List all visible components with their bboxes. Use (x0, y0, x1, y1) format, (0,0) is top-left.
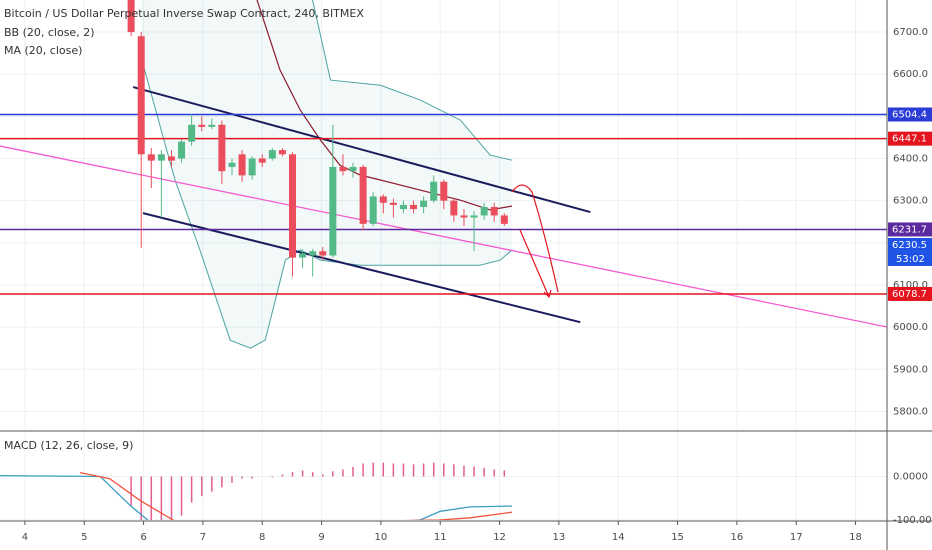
trend-line (142, 212, 581, 324)
price-tag-label: 6230.5 (892, 240, 927, 251)
x-tick-label: 12 (493, 532, 506, 543)
macd-title: MACD (12, 26, close, 9) (4, 439, 133, 452)
price-tag-label: 6504.4 (892, 109, 927, 120)
y-tick-label: 6100.0 (893, 280, 928, 291)
price-tag-label: 6231.7 (892, 224, 927, 235)
candle-body (399, 204, 407, 210)
candle-body (178, 141, 186, 159)
candle-body (228, 162, 236, 167)
candle-body (198, 124, 206, 127)
y-tick-label: 6700.0 (893, 27, 928, 38)
x-tick-label: 17 (790, 532, 803, 543)
candle-body (157, 154, 165, 161)
x-tick-label: 6 (140, 532, 146, 543)
candle-body (379, 196, 387, 203)
y-tick-label: 6300.0 (893, 196, 928, 207)
candle-body (289, 154, 297, 258)
countdown-tag (888, 251, 932, 266)
x-tick-label: 16 (731, 532, 744, 543)
x-tick-label: 8 (259, 532, 265, 543)
price-tag (888, 131, 932, 146)
candle-body (188, 124, 196, 142)
trend-line (132, 86, 591, 214)
indicator-label: MA (20, close) (4, 44, 82, 57)
y-tick-label: 6400.0 (893, 154, 928, 165)
candle-body (258, 158, 266, 163)
candle-body (329, 166, 337, 256)
candle-body (359, 166, 367, 224)
forecast-curve (511, 184, 559, 293)
countdown: 53:02 (896, 254, 925, 265)
trend-line (0, 145, 887, 328)
price-tag (888, 286, 932, 301)
candle-body (137, 36, 145, 155)
macd-pane (0, 433, 887, 520)
y-tick-label: -100.0000 (893, 515, 932, 526)
y-tick-label: 0.0000 (893, 472, 928, 483)
candle-body (410, 204, 418, 210)
candle-body (238, 154, 246, 176)
price-tag (888, 107, 932, 122)
x-tick-label: 9 (318, 532, 324, 543)
chart-title: Bitcoin / US Dollar Perpetual Inverse Sw… (4, 7, 364, 20)
candle-body (147, 154, 155, 161)
x-tick-label: 7 (200, 532, 206, 543)
y-tick-label: 5900.0 (893, 364, 928, 375)
candle-body (500, 215, 508, 224)
forecast-arrow (519, 229, 552, 299)
x-tick-label: 13 (553, 532, 566, 543)
x-tick-label: 15 (671, 532, 684, 543)
macd-line (79, 471, 513, 520)
candle-body (268, 150, 276, 159)
x-tick-label: 14 (612, 532, 625, 543)
candle-body (218, 124, 226, 172)
candle-body (460, 215, 468, 218)
candle-body (440, 181, 448, 201)
price-tag-label: 6447.1 (892, 134, 927, 145)
price-tag (888, 237, 932, 252)
price-tag-label: 6078.7 (892, 289, 927, 300)
candle-body (420, 200, 428, 207)
x-tick-label: 5 (81, 532, 87, 543)
candle-body (349, 166, 357, 172)
candle-body (248, 158, 256, 176)
candle-body (278, 150, 286, 155)
candle-body (309, 251, 317, 256)
price-tag (888, 222, 932, 237)
x-tick-label: 10 (375, 532, 388, 543)
candle-body (450, 200, 458, 216)
y-tick-label: 5800.0 (893, 406, 928, 417)
candle-body (319, 251, 327, 256)
candle-body (299, 253, 307, 258)
candle-body (490, 206, 498, 216)
x-tick-label: 18 (849, 532, 862, 543)
candle-body (167, 156, 175, 161)
candle-body (369, 196, 377, 224)
candle-body (127, 0, 135, 33)
x-tick-label: 11 (434, 532, 447, 543)
y-tick-label: 6000.0 (893, 322, 928, 333)
candle-body (389, 202, 397, 205)
candle-body (430, 181, 438, 201)
band-upper (312, 0, 513, 161)
candle-body (480, 206, 488, 216)
main-pane (0, 0, 887, 430)
macd-line (0, 474, 513, 520)
candle-body (208, 124, 216, 127)
candle-body (339, 166, 347, 172)
indicator-label: BB (20, close, 2) (4, 26, 95, 39)
y-tick-label: 6600.0 (893, 69, 928, 80)
candle-body (470, 215, 478, 218)
band-fill (140, 0, 513, 349)
x-tick-label: 4 (22, 532, 28, 543)
